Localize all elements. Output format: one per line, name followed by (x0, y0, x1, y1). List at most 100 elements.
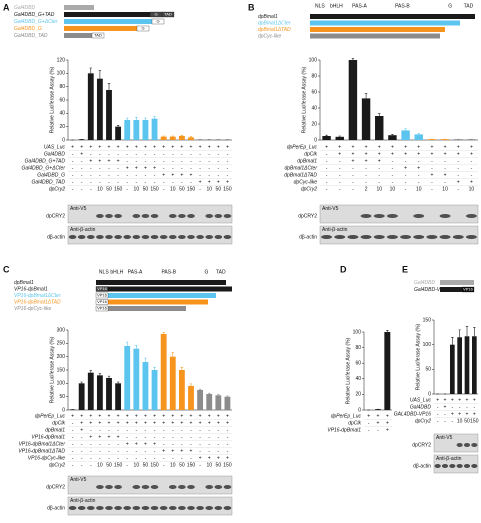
design-cell: + (180, 448, 183, 454)
blot-band (96, 214, 104, 218)
bar (375, 116, 384, 140)
design-cell: - (437, 404, 439, 410)
design-cell: + (80, 151, 83, 157)
design-row-name: Gal4DBD_TAD (31, 179, 65, 185)
design-cell: - (181, 441, 183, 447)
blot-band (205, 485, 214, 489)
y-tick-label: 100 (353, 329, 362, 335)
blot-band (321, 235, 333, 239)
design-cell: - (208, 441, 210, 447)
design-cell: 10 (442, 186, 448, 192)
design-cell: + (153, 420, 156, 426)
design-cell: + (458, 397, 461, 403)
design-cell: + (126, 144, 129, 150)
blot-band (150, 235, 159, 239)
construct-name: dpBmal1 (258, 14, 278, 20)
domain-label: NLS (99, 269, 109, 275)
blot-band (77, 506, 86, 510)
design-cell: - (163, 455, 165, 461)
blot-band (413, 235, 425, 239)
blot-band (214, 235, 223, 239)
design-cell: + (89, 158, 92, 164)
blot-band (334, 235, 346, 239)
design-cell: - (72, 441, 74, 447)
design-cell: + (466, 397, 469, 403)
blot-band (86, 506, 95, 510)
design-cell: - (457, 186, 459, 192)
panel-letter: C (3, 264, 10, 274)
blot-strip (67, 204, 233, 224)
design-cell: - (208, 165, 210, 171)
design-cell: + (417, 151, 420, 157)
design-cell: - (163, 441, 165, 447)
blot-band (223, 485, 232, 489)
design-cell: - (217, 172, 219, 178)
error-bar (107, 375, 111, 378)
design-cell: 10 (457, 418, 463, 424)
y-tick-label: 20 (311, 121, 317, 127)
blot-band (150, 506, 159, 510)
design-cell: - (72, 420, 74, 426)
design-cell: + (108, 144, 111, 150)
design-cell: - (108, 179, 110, 185)
bar (106, 90, 112, 140)
design-cell: + (457, 151, 460, 157)
blot-antibody: Anti-β-actin (70, 498, 96, 504)
design-cell: - (199, 441, 201, 447)
design-cell: + (386, 427, 389, 433)
blot-band (223, 506, 232, 510)
design-cell: + (135, 165, 138, 171)
construct-bar (310, 20, 460, 26)
design-cell: - (81, 448, 83, 454)
design-cell: + (444, 404, 447, 410)
design-cell: + (171, 172, 174, 178)
design-cell: 150 (223, 186, 232, 192)
design-cell: - (418, 172, 420, 178)
design-cell: - (199, 427, 201, 433)
y-tick-label: 60 (311, 89, 317, 95)
error-bar (153, 116, 156, 119)
tag-label: VP16 (97, 286, 108, 291)
design-cell: - (108, 151, 110, 157)
domain-label: TAD (216, 269, 226, 275)
construct-bar (64, 33, 104, 38)
design-cell: - (431, 158, 433, 164)
design-cell: + (338, 144, 341, 150)
design-cell: + (208, 413, 211, 419)
design-cell: - (190, 441, 192, 447)
design-cell: + (180, 420, 183, 426)
blot-antibody: Anti-β-actin (70, 227, 96, 233)
blot-band (205, 235, 214, 239)
design-cell: - (81, 186, 83, 192)
design-cell: + (470, 144, 473, 150)
tag-label: VP16 (97, 299, 108, 304)
design-cell: + (144, 413, 147, 419)
design-cell: + (226, 455, 229, 461)
design-cell: - (90, 186, 92, 192)
bar (206, 394, 213, 410)
blot-band (449, 464, 456, 468)
blot-strip (67, 496, 233, 516)
design-cell: - (217, 151, 219, 157)
bar (160, 136, 167, 140)
blot-band (105, 485, 113, 489)
design-cell: - (451, 418, 453, 424)
error-bar (208, 392, 211, 394)
tag-label: G (154, 12, 157, 17)
bar (427, 139, 437, 140)
design-cell: - (181, 158, 183, 164)
design-cell: + (404, 151, 407, 157)
y-tick-label: 60 (59, 97, 65, 103)
design-cell: - (190, 434, 192, 440)
design-cell: - (99, 427, 101, 433)
design-cell: - (352, 165, 354, 171)
design-cell: + (180, 144, 183, 150)
design-cell: - (72, 172, 74, 178)
blot-protein: dpCRY2 (298, 213, 317, 219)
design-cell: - (99, 448, 101, 454)
design-cell: - (227, 427, 229, 433)
design-cell: - (217, 158, 219, 164)
design-cell: - (126, 172, 128, 178)
design-cell: - (378, 165, 380, 171)
blot-band (105, 235, 113, 239)
